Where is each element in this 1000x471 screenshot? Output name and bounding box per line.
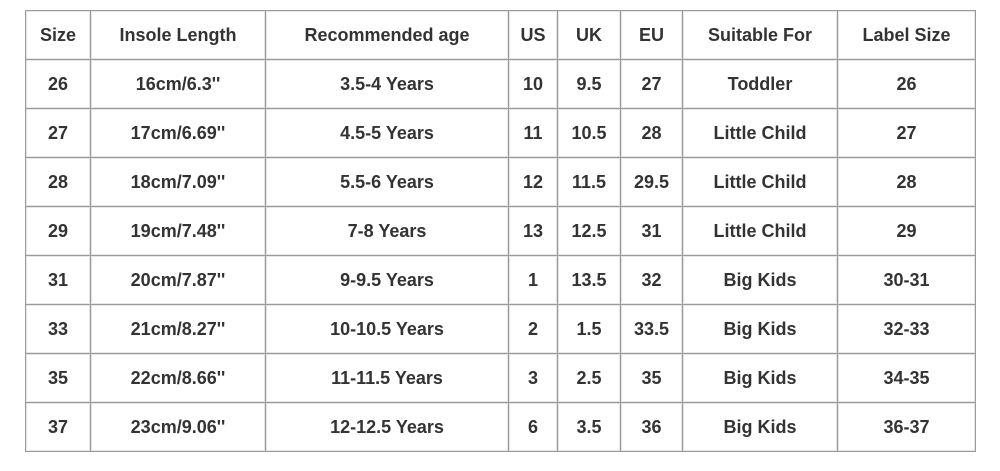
table-row: 28 18cm/7.09'' 5.5-6 Years 12 11.5 29.5 Little… — [25, 157, 976, 207]
table-cell: 2 — [508, 304, 558, 354]
table-cell: 19cm/7.48'' — [90, 206, 266, 256]
header-cell: Size — [25, 10, 91, 60]
table-cell: 32 — [620, 255, 683, 305]
table-cell: Big Kids — [682, 353, 838, 403]
table-cell: 11 — [508, 108, 558, 158]
header-row: Size Insole Length Recommended age US UK EU Su… — [25, 10, 976, 60]
header-cell: Suitable For — [682, 10, 838, 60]
table-row: 37 23cm/9.06'' 12-12.5 Years 6 3.5 36 Big Kids… — [25, 402, 976, 452]
table-cell: 28 — [620, 108, 683, 158]
table-cell: Little Child — [682, 108, 838, 158]
table-cell: 9.5 — [557, 59, 621, 109]
table-row: 35 22cm/8.66'' 11-11.5 Years 3 2.5 35 Big Kids… — [25, 353, 976, 403]
table-cell: 37 — [25, 402, 91, 452]
header-cell: Insole Length — [90, 10, 266, 60]
table-cell: 36-37 — [837, 402, 976, 452]
table-cell: 31 — [25, 255, 91, 305]
table-cell: 1.5 — [557, 304, 621, 354]
table-cell: 33.5 — [620, 304, 683, 354]
table-cell: 29 — [25, 206, 91, 256]
table-cell: Little Child — [682, 206, 838, 256]
table-cell: 28 — [837, 157, 976, 207]
header-cell: UK — [557, 10, 621, 60]
table-cell: 12 — [508, 157, 558, 207]
table-cell: Toddler — [682, 59, 838, 109]
size-chart: Size Insole Length Recommended age US UK EU Su… — [25, 10, 976, 452]
table-cell: 3.5-4 Years — [265, 59, 509, 109]
table-cell: 35 — [25, 353, 91, 403]
table-cell: 13 — [508, 206, 558, 256]
table-cell: 11-11.5 Years — [265, 353, 509, 403]
table-cell: 28 — [25, 157, 91, 207]
table-cell: 10 — [508, 59, 558, 109]
table-cell: 11.5 — [557, 157, 621, 207]
table-cell: Big Kids — [682, 402, 838, 452]
table-cell: 27 — [837, 108, 976, 158]
table-cell: 35 — [620, 353, 683, 403]
table-cell: 30-31 — [837, 255, 976, 305]
table-cell: 1 — [508, 255, 558, 305]
table-cell: 22cm/8.66'' — [90, 353, 266, 403]
table-cell: 12-12.5 Years — [265, 402, 509, 452]
table-cell: 17cm/6.69'' — [90, 108, 266, 158]
table-cell: 9-9.5 Years — [265, 255, 509, 305]
table-cell: 6 — [508, 402, 558, 452]
table-cell: 29 — [837, 206, 976, 256]
table-cell: 27 — [620, 59, 683, 109]
header-cell: EU — [620, 10, 683, 60]
table-cell: 20cm/7.87'' — [90, 255, 266, 305]
table-cell: 34-35 — [837, 353, 976, 403]
table-body: 26 16cm/6.3'' 3.5-4 Years 10 9.5 27 Toddler 26 2… — [25, 59, 976, 452]
table-cell: 12.5 — [557, 206, 621, 256]
table-cell: 16cm/6.3'' — [90, 59, 266, 109]
table-row: 27 17cm/6.69'' 4.5-5 Years 11 10.5 28 Little C… — [25, 108, 976, 158]
table-cell: 2.5 — [557, 353, 621, 403]
size-table: Size Insole Length Recommended age US UK EU Su… — [25, 10, 976, 452]
table-cell: Little Child — [682, 157, 838, 207]
table-cell: 36 — [620, 402, 683, 452]
table-row: 26 16cm/6.3'' 3.5-4 Years 10 9.5 27 Toddler 26 — [25, 59, 976, 109]
table-cell: 27 — [25, 108, 91, 158]
table-cell: 33 — [25, 304, 91, 354]
table-cell: 10.5 — [557, 108, 621, 158]
table-cell: Big Kids — [682, 304, 838, 354]
header-cell: Label Size — [837, 10, 976, 60]
table-row: 29 19cm/7.48'' 7-8 Years 13 12.5 31 Little Chi… — [25, 206, 976, 256]
table-cell: 5.5-6 Years — [265, 157, 509, 207]
table-cell: 7-8 Years — [265, 206, 509, 256]
table-cell: 4.5-5 Years — [265, 108, 509, 158]
table-cell: 26 — [837, 59, 976, 109]
table-cell: 3.5 — [557, 402, 621, 452]
header-cell: US — [508, 10, 558, 60]
header-cell: Recommended age — [265, 10, 509, 60]
table-cell: 23cm/9.06'' — [90, 402, 266, 452]
table-cell: 18cm/7.09'' — [90, 157, 266, 207]
table-cell: 29.5 — [620, 157, 683, 207]
table-cell: 31 — [620, 206, 683, 256]
table-row: 31 20cm/7.87'' 9-9.5 Years 1 13.5 32 Big Kids 3… — [25, 255, 976, 305]
table-cell: Big Kids — [682, 255, 838, 305]
table-cell: 26 — [25, 59, 91, 109]
table-row: 33 21cm/8.27'' 10-10.5 Years 2 1.5 33.5 Big Ki… — [25, 304, 976, 354]
table-cell: 32-33 — [837, 304, 976, 354]
table-cell: 21cm/8.27'' — [90, 304, 266, 354]
table-cell: 3 — [508, 353, 558, 403]
table-cell: 13.5 — [557, 255, 621, 305]
table-cell: 10-10.5 Years — [265, 304, 509, 354]
